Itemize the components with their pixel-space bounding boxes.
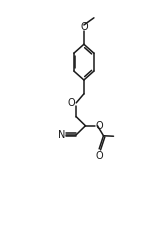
Text: O: O (95, 151, 103, 161)
Text: O: O (68, 98, 75, 108)
Text: O: O (96, 121, 103, 131)
Text: N: N (58, 130, 65, 140)
Text: O: O (80, 22, 88, 32)
